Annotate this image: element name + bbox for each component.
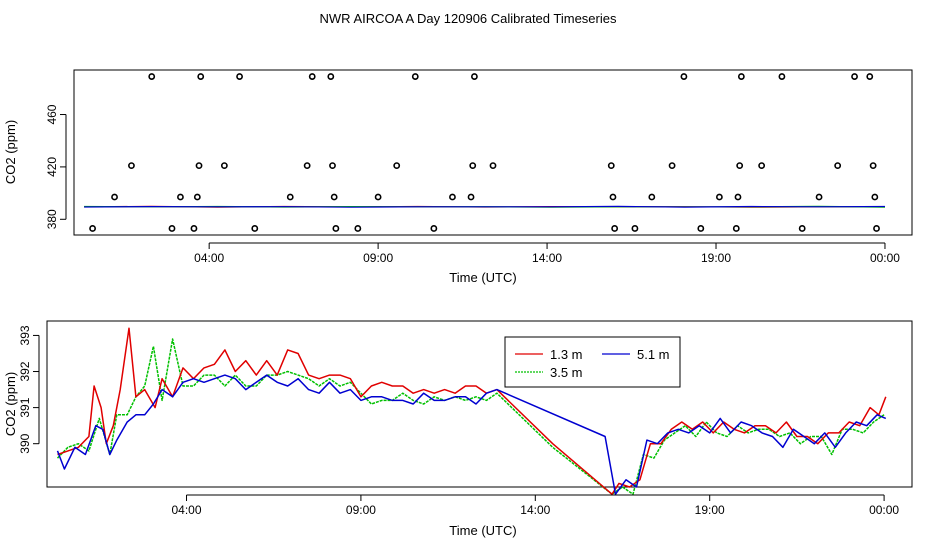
outlier-point	[374, 193, 382, 201]
bottom-panel: 04:00 09:00 14:00 19:00 00:00 390 391 392 393 T…	[3, 320, 913, 538]
bottom-x-tick-label: 00:00	[869, 503, 899, 517]
outlier-point	[111, 193, 118, 201]
outlier-point	[873, 225, 880, 232]
outlier-point	[197, 73, 205, 80]
outlier-point	[648, 193, 656, 201]
outlier-point	[354, 225, 362, 232]
bottom-y-tick-label: 390	[18, 433, 32, 453]
outlier-point	[327, 73, 335, 80]
top-baseline-trace-2	[84, 205, 886, 208]
outlier-point	[609, 193, 617, 201]
top-y-tick-label: 420	[45, 157, 59, 177]
outlier-point	[332, 225, 340, 232]
bottom-x-tick-label: 09:00	[346, 503, 376, 517]
bottom-x-tick-label: 14:00	[520, 503, 550, 517]
legend: 1.3 m 3.5 m 5.1 m	[504, 336, 681, 388]
outlier-point	[697, 225, 705, 232]
outlier-point	[834, 162, 842, 169]
top-x-axis: 04:00 09:00 14:00 19:00 00:00	[194, 242, 900, 265]
outlier-point	[308, 73, 316, 80]
outlier-point	[631, 225, 639, 232]
outlier-point	[489, 162, 497, 169]
outlier-point	[736, 162, 744, 169]
top-x-tick-label: 19:00	[701, 251, 731, 265]
bottom-y-axis: 390 391 392 393	[18, 325, 40, 454]
outlier-point	[851, 73, 858, 80]
outlier-point	[611, 225, 619, 232]
bottom-plot-marks	[56, 327, 887, 495]
outlier-point	[449, 193, 456, 201]
outlier-point	[303, 162, 311, 169]
bottom-x-tick-label: 04:00	[172, 503, 202, 517]
top-y-tick-label: 460	[45, 104, 59, 124]
outlier-point	[715, 193, 723, 201]
outlier-point	[866, 73, 874, 80]
legend-box	[504, 336, 681, 388]
bottom-y-tick-label: 392	[18, 361, 32, 381]
bottom-x-axis: 04:00 09:00 14:00 19:00 00:00	[172, 494, 899, 517]
outlier-point	[680, 73, 688, 80]
top-x-tick-label: 09:00	[363, 251, 393, 265]
outlier-point	[195, 162, 203, 169]
bottom-y-axis-label: CO2 (ppm)	[3, 372, 18, 436]
outlier-point	[869, 162, 877, 169]
outlier-point	[469, 162, 477, 169]
chart-title: NWR AIRCOA A Day 120906 Calibrated Times…	[320, 11, 617, 26]
outlier-point	[220, 162, 228, 169]
series-line-1-3-m	[57, 327, 887, 495]
bottom-plot-frame	[46, 320, 913, 488]
top-plot-marks	[84, 73, 886, 232]
outlier-point	[607, 162, 615, 169]
legend-label-5-1m: 5.1 m	[637, 347, 670, 362]
top-plot-frame	[73, 69, 913, 236]
outlier-point	[330, 193, 338, 201]
outlier-point	[329, 162, 336, 169]
outlier-point	[758, 162, 766, 169]
outlier-point	[251, 225, 259, 232]
top-y-axis-label: CO2 (ppm)	[3, 120, 18, 184]
outlier-point	[128, 162, 135, 169]
top-x-axis-label: Time (UTC)	[449, 270, 516, 285]
outlier-point	[430, 225, 438, 232]
outlier-point	[411, 73, 419, 80]
outlier-point	[815, 193, 823, 201]
top-x-tick-label: 14:00	[532, 251, 562, 265]
outlier-point	[737, 73, 745, 80]
outlier-point	[467, 193, 475, 201]
outlier-point	[778, 73, 786, 80]
legend-label-3-5m: 3.5 m	[550, 365, 583, 380]
outlier-point	[236, 73, 243, 80]
outlier-point	[168, 225, 176, 232]
top-y-axis: 380 420 460	[45, 104, 67, 229]
outlier-point	[193, 193, 201, 201]
outlier-point	[286, 193, 294, 201]
top-x-tick-label: 00:00	[870, 251, 900, 265]
bottom-x-axis-label: Time (UTC)	[449, 523, 516, 538]
legend-label-1-3m: 1.3 m	[550, 347, 583, 362]
bottom-y-tick-label: 393	[18, 325, 32, 345]
outlier-point	[177, 193, 184, 201]
series-line-5-1-m	[56, 374, 887, 495]
bottom-y-tick-label: 391	[18, 397, 32, 417]
outlier-point	[668, 162, 676, 169]
series-line-3-5-m	[56, 338, 885, 495]
outlier-point	[798, 225, 806, 232]
outlier-point	[190, 225, 198, 232]
top-x-tick-label: 04:00	[194, 251, 224, 265]
outlier-point	[393, 162, 401, 169]
outlier-point	[89, 225, 96, 232]
outlier-point	[871, 193, 879, 201]
outlier-point	[148, 73, 156, 80]
outlier-point	[471, 73, 478, 80]
bottom-x-tick-label: 19:00	[695, 503, 725, 517]
outlier-point	[732, 225, 740, 232]
top-panel: 04:00 09:00 14:00 19:00 00:00 380 420 460 Time…	[3, 69, 913, 285]
outlier-point	[734, 193, 742, 201]
top-y-tick-label: 380	[45, 209, 59, 229]
